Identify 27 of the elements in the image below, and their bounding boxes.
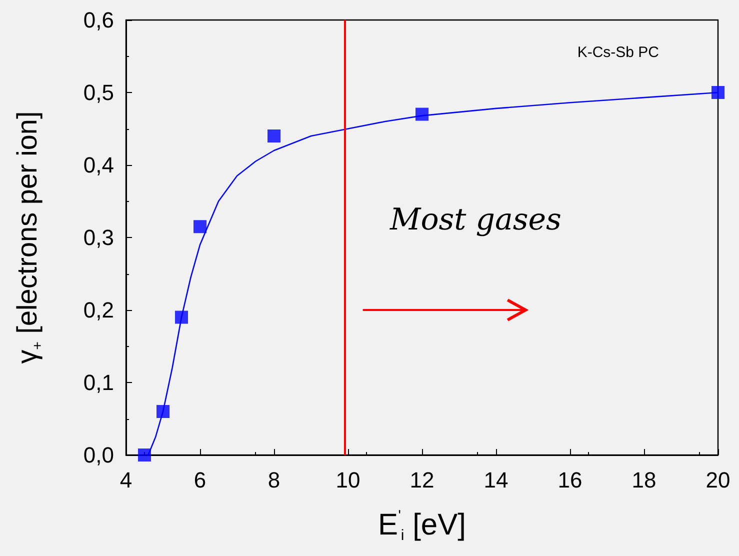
annotation: K-Cs-Sb PC: [577, 44, 660, 61]
x-axis-title: E'i [eV]: [378, 508, 466, 544]
x-tick-label: 16: [558, 468, 582, 492]
y-tick-label: 0,2: [83, 298, 114, 322]
y-tick-label: 0,4: [83, 152, 114, 178]
x-tick-label: 10: [336, 468, 360, 492]
x-tick-label: 8: [268, 468, 280, 492]
y-tick-label: 0,5: [83, 80, 114, 105]
x-tick-label: 14: [484, 468, 508, 492]
point: [712, 86, 724, 99]
y-tick-label: 0,1: [83, 370, 114, 395]
point: [156, 405, 170, 418]
x-tick-label: 4: [120, 468, 132, 492]
x-tick-label: 18: [632, 468, 656, 492]
x-tick-label: 20: [706, 468, 730, 492]
point: [416, 108, 428, 121]
point: [138, 448, 151, 462]
point: [268, 130, 280, 142]
y-tick-label: 0,6: [83, 8, 114, 32]
y-tick-label: 0,3: [83, 225, 114, 250]
x-tick-label: 12: [410, 468, 434, 492]
y-tick-label: 0,0: [83, 442, 114, 468]
x-tick-label: 6: [194, 468, 206, 492]
point: [175, 310, 188, 324]
point: [194, 220, 206, 234]
y-axis-title: γ+ [electrons per ion]: [12, 111, 45, 364]
annotation: Most gases: [389, 202, 562, 238]
